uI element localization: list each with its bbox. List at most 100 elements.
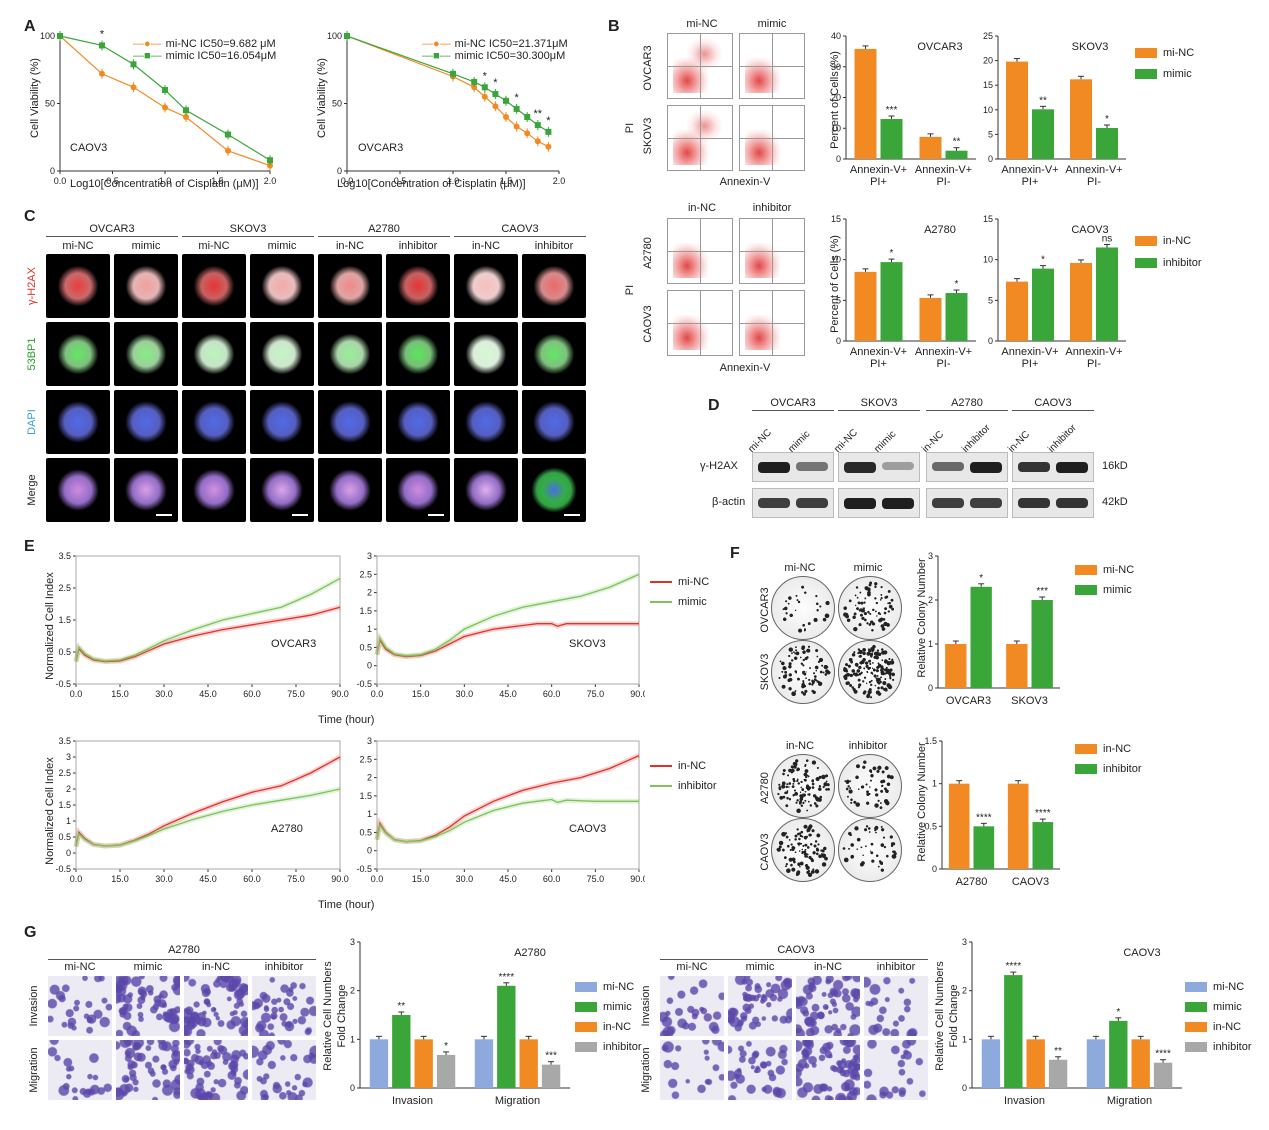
y-tick-label: 0 [988,154,993,164]
series-line [75,788,341,847]
category-label: OVCAR3 [946,695,991,707]
series-error-band [73,604,341,665]
panel-label-d: D [708,397,720,414]
bar [1032,822,1054,869]
category-label: Invasion [392,1095,433,1107]
bar [1026,1039,1045,1088]
x-tick-label: 30.0 [456,689,474,699]
bar [880,119,903,159]
transwell-col-label: mi-NC [676,961,708,973]
x-tick-label: 0.0 [70,874,83,884]
y-tick-label: 2 [928,595,933,605]
e-cell-label: OVCAR3 [271,638,317,650]
bar [1109,1020,1128,1088]
category-label: Annexin-V+ [1065,164,1122,176]
transwell-image [728,976,792,1036]
y-tick-label: -0.5 [356,864,372,874]
wb-band [758,462,790,473]
category-label: PI- [936,176,950,188]
significance-mark: ** [953,137,961,148]
bar [945,293,968,341]
g-ylabel1-left: Relative Cell Numbers [322,961,334,1071]
y-tick-label: 1.5 [359,791,372,801]
significance-mark: * [1041,255,1045,266]
colony-dish [771,818,835,882]
wb-size-label: 42kD [1102,496,1128,508]
legend-a1: —●— mi-NC IC50=9.682 μM —■— mimic IC50=16.… [133,38,277,62]
category-label: Invasion [1004,1095,1045,1107]
y-tick-label: 15 [983,214,993,224]
colony-col-label: mimic [853,562,883,574]
y-tick-label: 2.5 [58,768,71,778]
data-point [503,97,509,104]
if-micrograph [46,254,110,318]
if-micrograph [386,390,450,454]
x-tick-label: 45.0 [499,689,517,699]
bar [1048,1059,1068,1088]
legend-label: mimic [678,596,707,608]
plot-frame [376,740,640,870]
significance-mark: ns [1102,233,1113,244]
if-micrograph [318,254,382,318]
e-ylabel-bottom: Normalized Cell Index [44,757,56,865]
legend-label: in-NC [1163,235,1192,247]
category-label: PI+ [1022,358,1039,370]
data-point [503,114,509,120]
data-point [130,61,137,68]
significance-mark: * [100,30,105,40]
colony-row-label: A2780 [759,772,771,804]
chart-f-bottom: 0 0.5 1 1.5 **** A2780 **** CAOV3 [924,736,1060,888]
scale-bar [428,514,444,516]
y-tick-label: 0 [932,864,937,874]
bar [1032,268,1054,341]
significance-mark: * [546,115,551,127]
legend-label: in-NC [1213,1021,1242,1033]
x-tick-label: 15.0 [111,689,129,699]
x-tick-label: 90.0 [331,689,349,699]
transwell-col-label: inhibitor [264,961,304,973]
colony-dish [771,754,835,818]
transwell-col-label: in-NC [813,961,843,973]
y-tick-label: 5 [836,295,841,305]
e-xlabel-bottom: Time (hour) [318,899,375,911]
wb-lane-label: mi-NC [832,427,861,455]
y-tick-label: 1.5 [924,736,937,746]
x-tick-label: 60.0 [243,689,261,699]
x-tick-label: 0.0 [341,176,354,186]
transwell-image [796,976,860,1036]
transwell-row-label: Invasion [28,985,40,1027]
bar [519,1039,538,1088]
if-micrograph [522,322,586,386]
data-point [481,93,488,100]
y-tick-label: 10 [983,105,993,115]
y-tick-label: 2 [350,986,355,996]
wb-band [844,498,876,509]
bar [1153,1062,1173,1088]
wb-lane-label: inhibitor [1046,422,1079,455]
colony-row-label: CAOV3 [759,833,771,871]
if-micrograph [454,458,518,522]
y-tick-label: 0.5 [58,647,71,657]
colony-col-label: mi-NC [784,562,816,574]
flow-plot [667,218,733,284]
bar [854,271,877,341]
x-tick-label: 60.0 [243,874,261,884]
if-channel-label: Merge [26,474,38,506]
flow-col-label: mimic [757,18,787,30]
if-condition-label: mi-NC [198,240,230,252]
chart-title: SKOV3 [1072,41,1109,53]
significance-mark: * [1116,1007,1120,1018]
y-tick-label: 3 [962,937,967,947]
if-micrograph [114,254,178,318]
if-channel-label: 53BP1 [26,337,38,371]
chart-e-ovcar3: -0.5 0.5 1.5 2.5 3.5 0.0 15.0 30.0 45.0 60.0 75.0 9… [55,551,349,699]
bar [1096,247,1118,341]
transwell-image [252,976,316,1036]
if-micrograph [318,322,382,386]
divider [48,959,316,960]
x-tick-label: 15.0 [111,874,129,884]
flow-plot [667,33,733,99]
e-xlabel-top: Time (hour) [318,714,375,726]
data-point [344,33,350,39]
